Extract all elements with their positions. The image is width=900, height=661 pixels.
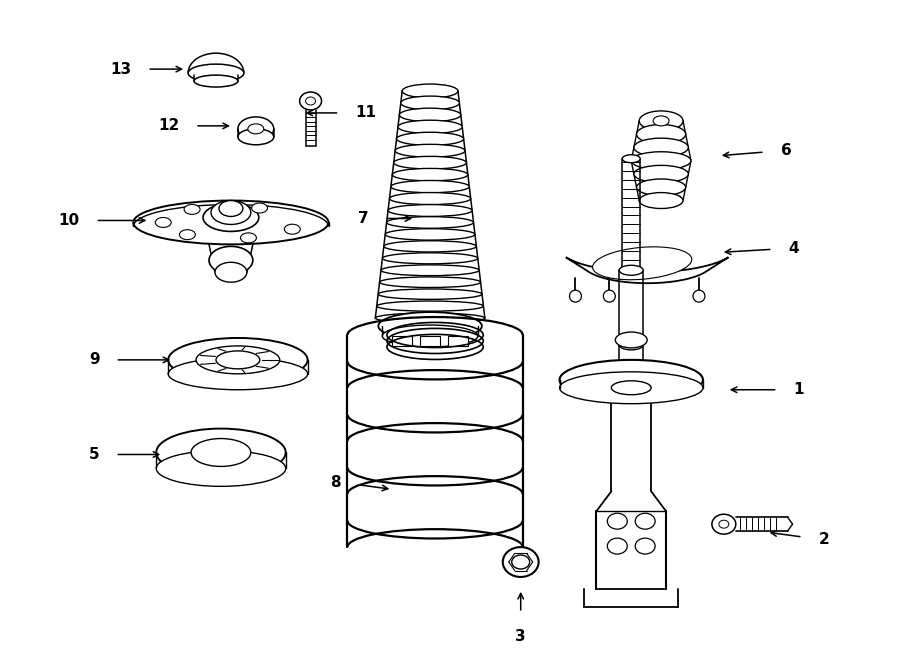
Ellipse shape — [392, 169, 468, 181]
Text: 2: 2 — [818, 531, 829, 547]
Text: 6: 6 — [780, 143, 791, 158]
Ellipse shape — [252, 203, 267, 213]
Ellipse shape — [209, 247, 253, 274]
Ellipse shape — [636, 179, 686, 196]
Ellipse shape — [133, 200, 328, 245]
Ellipse shape — [636, 124, 686, 144]
Ellipse shape — [622, 155, 640, 163]
Ellipse shape — [503, 547, 538, 577]
Ellipse shape — [400, 96, 459, 110]
Text: 9: 9 — [89, 352, 100, 368]
Ellipse shape — [395, 144, 465, 157]
Ellipse shape — [608, 513, 627, 529]
Ellipse shape — [634, 138, 688, 157]
Ellipse shape — [155, 217, 171, 227]
Ellipse shape — [712, 514, 736, 534]
Ellipse shape — [191, 438, 251, 467]
Ellipse shape — [383, 241, 476, 252]
Ellipse shape — [619, 265, 644, 275]
Ellipse shape — [215, 262, 247, 282]
Polygon shape — [420, 336, 440, 346]
Ellipse shape — [391, 180, 469, 193]
Ellipse shape — [631, 152, 691, 170]
Text: 11: 11 — [356, 105, 376, 120]
Ellipse shape — [512, 555, 530, 569]
Ellipse shape — [382, 325, 478, 347]
Ellipse shape — [168, 358, 308, 390]
Ellipse shape — [196, 346, 280, 374]
Ellipse shape — [219, 200, 243, 217]
Ellipse shape — [570, 290, 581, 302]
Ellipse shape — [719, 520, 729, 528]
Ellipse shape — [375, 313, 485, 323]
Ellipse shape — [378, 289, 482, 299]
Ellipse shape — [157, 451, 285, 486]
Ellipse shape — [385, 229, 475, 240]
Ellipse shape — [603, 290, 616, 302]
Ellipse shape — [377, 301, 483, 311]
Ellipse shape — [238, 117, 274, 141]
Ellipse shape — [380, 277, 481, 288]
Ellipse shape — [388, 205, 472, 216]
Ellipse shape — [398, 120, 463, 134]
Text: 7: 7 — [357, 211, 368, 226]
Ellipse shape — [216, 351, 260, 369]
Ellipse shape — [693, 290, 705, 302]
Ellipse shape — [238, 129, 274, 145]
Ellipse shape — [300, 92, 321, 110]
Ellipse shape — [397, 132, 464, 145]
Text: 5: 5 — [89, 447, 100, 462]
Text: 13: 13 — [110, 61, 131, 77]
Polygon shape — [566, 257, 728, 283]
Ellipse shape — [560, 360, 703, 400]
Ellipse shape — [635, 513, 655, 529]
Text: 3: 3 — [516, 629, 526, 644]
Ellipse shape — [634, 165, 688, 182]
Ellipse shape — [387, 217, 473, 228]
Text: 8: 8 — [329, 475, 340, 490]
Text: 1: 1 — [794, 382, 804, 397]
Ellipse shape — [639, 192, 683, 208]
Text: 10: 10 — [58, 213, 79, 228]
Ellipse shape — [382, 253, 478, 264]
Ellipse shape — [592, 247, 692, 280]
Ellipse shape — [390, 192, 471, 205]
Ellipse shape — [157, 428, 285, 477]
Ellipse shape — [619, 340, 644, 350]
Ellipse shape — [284, 224, 301, 234]
Ellipse shape — [240, 233, 256, 243]
Ellipse shape — [611, 381, 652, 395]
Ellipse shape — [560, 372, 703, 404]
Ellipse shape — [616, 332, 647, 348]
Ellipse shape — [653, 116, 669, 126]
Ellipse shape — [248, 124, 264, 134]
Ellipse shape — [179, 229, 195, 240]
Text: 4: 4 — [788, 241, 799, 256]
Ellipse shape — [184, 204, 200, 214]
Ellipse shape — [188, 64, 244, 82]
Ellipse shape — [400, 108, 461, 122]
Ellipse shape — [402, 84, 458, 98]
Ellipse shape — [306, 97, 316, 105]
Ellipse shape — [168, 338, 308, 382]
Ellipse shape — [378, 312, 482, 340]
Ellipse shape — [639, 111, 683, 131]
Ellipse shape — [393, 157, 466, 169]
Ellipse shape — [381, 265, 479, 276]
Ellipse shape — [194, 75, 238, 87]
Ellipse shape — [211, 200, 251, 225]
Polygon shape — [448, 336, 468, 346]
Ellipse shape — [608, 538, 627, 554]
Ellipse shape — [203, 204, 259, 231]
Text: 12: 12 — [158, 118, 179, 134]
Ellipse shape — [635, 538, 655, 554]
Polygon shape — [392, 336, 412, 346]
